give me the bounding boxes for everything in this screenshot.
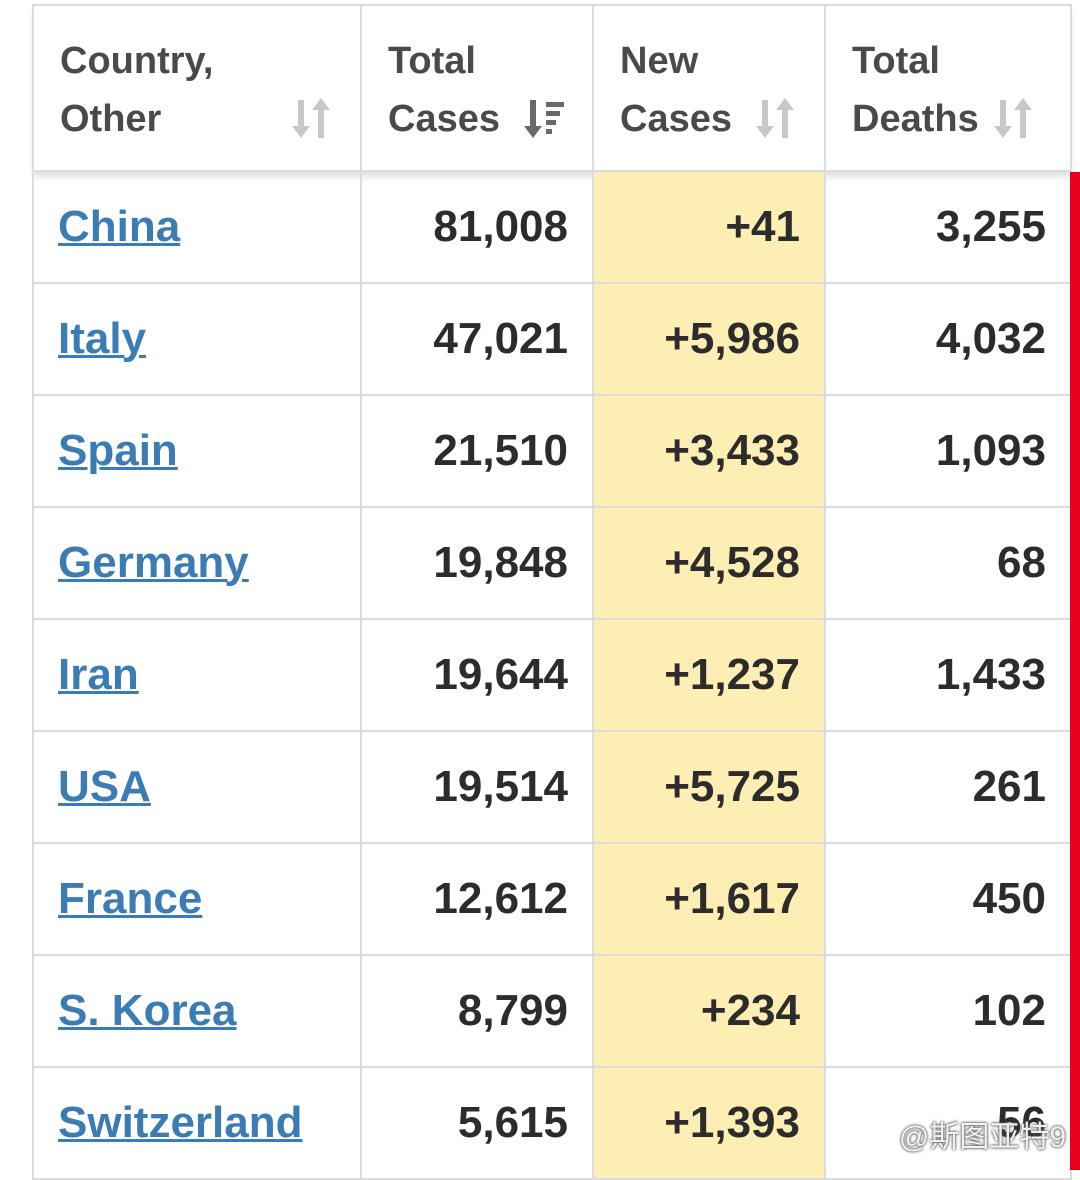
country-cell: France	[32, 842, 362, 956]
total-cases-cell: 8,799	[360, 954, 594, 1068]
total-deaths-cell: 1,093	[824, 394, 1072, 508]
total-deaths-cell: 4,032	[824, 282, 1072, 396]
header-total-deaths-line2: Deaths	[852, 98, 979, 140]
country-link[interactable]: Germany	[58, 538, 249, 587]
table-row: Italy 47,021 +5,986 4,032	[32, 282, 1072, 396]
country-link[interactable]: Italy	[58, 314, 147, 363]
new-cases-cell: +1,393	[592, 1066, 826, 1180]
country-link[interactable]: Iran	[58, 650, 139, 699]
country-link[interactable]: Spain	[58, 426, 178, 475]
new-cases-cell: +1,617	[592, 842, 826, 956]
total-deaths-cell: 1,433	[824, 618, 1072, 732]
header-new-cases[interactable]: New Cases	[592, 4, 826, 172]
total-cases-cell: 21,510	[360, 394, 594, 508]
total-cases-cell: 19,848	[360, 506, 594, 620]
header-row: Country, Other Total Cases New Cases Total D…	[32, 4, 1072, 172]
sort-descending-icon[interactable]	[522, 96, 566, 140]
total-cases-cell: 47,021	[360, 282, 594, 396]
header-country-line2: Other	[60, 98, 162, 140]
country-cell: China	[32, 170, 362, 284]
new-cases-cell: +234	[592, 954, 826, 1068]
total-deaths-cell: 261	[824, 730, 1072, 844]
table-row: Germany 19,848 +4,528 68	[32, 506, 1072, 620]
table-row: Spain 21,510 +3,433 1,093	[32, 394, 1072, 508]
sort-unsorted-icon[interactable]	[290, 96, 334, 140]
total-cases-cell: 19,644	[360, 618, 594, 732]
country-cell: S. Korea	[32, 954, 362, 1068]
new-cases-cell: +3,433	[592, 394, 826, 508]
new-cases-cell: +5,986	[592, 282, 826, 396]
new-cases-cell: +5,725	[592, 730, 826, 844]
country-cell: Italy	[32, 282, 362, 396]
watermark: @斯图亚特9	[859, 1112, 1066, 1156]
country-link[interactable]: France	[58, 874, 203, 923]
country-cell: Iran	[32, 618, 362, 732]
new-cases-cell: +41	[592, 170, 826, 284]
country-cell: Germany	[32, 506, 362, 620]
country-link[interactable]: Switzerland	[58, 1098, 303, 1147]
header-total-deaths[interactable]: Total Deaths	[824, 4, 1072, 172]
left-margin	[0, 0, 32, 1170]
watermark-text: @斯图亚特9	[898, 1121, 1066, 1154]
table-row: USA 19,514 +5,725 261	[32, 730, 1072, 844]
total-cases-cell: 12,612	[360, 842, 594, 956]
total-cases-cell: 5,615	[360, 1066, 594, 1180]
table-row: S. Korea 8,799 +234 102	[32, 954, 1072, 1068]
coronavirus-cases-table: Country, Other Total Cases New Cases Total D…	[32, 4, 1072, 1180]
total-cases-cell: 19,514	[360, 730, 594, 844]
country-cell: USA	[32, 730, 362, 844]
header-country[interactable]: Country, Other	[32, 4, 362, 172]
country-cell: Spain	[32, 394, 362, 508]
total-deaths-cell: 102	[824, 954, 1072, 1068]
total-cases-cell: 81,008	[360, 170, 594, 284]
new-cases-cell: +1,237	[592, 618, 826, 732]
table-row: China 81,008 +41 3,255	[32, 170, 1072, 284]
total-deaths-cell: 56	[824, 1066, 1072, 1180]
header-total-deaths-line1: Total	[852, 40, 940, 82]
side-red-bar	[1070, 172, 1080, 1170]
total-deaths-cell: 3,255	[824, 170, 1072, 284]
sort-unsorted-icon[interactable]	[992, 96, 1036, 140]
header-country-line1: Country,	[60, 40, 214, 82]
header-total-cases[interactable]: Total Cases	[360, 4, 594, 172]
total-deaths-cell: 68	[824, 506, 1072, 620]
weibo-icon	[859, 1122, 892, 1148]
table-row: Switzerland 5,615 +1,393 56	[32, 1066, 1072, 1180]
table-row: France 12,612 +1,617 450	[32, 842, 1072, 956]
table-row: Iran 19,644 +1,237 1,433	[32, 618, 1072, 732]
header-new-cases-line2: Cases	[620, 98, 732, 140]
country-link[interactable]: China	[58, 202, 181, 251]
country-link[interactable]: USA	[58, 762, 151, 811]
sort-unsorted-icon[interactable]	[754, 96, 798, 140]
header-new-cases-line1: New	[620, 40, 699, 82]
total-deaths-cell: 450	[824, 842, 1072, 956]
header-total-cases-line1: Total	[388, 40, 476, 82]
country-cell: Switzerland	[32, 1066, 362, 1180]
country-link[interactable]: S. Korea	[58, 986, 237, 1035]
new-cases-cell: +4,528	[592, 506, 826, 620]
header-total-cases-line2: Cases	[388, 98, 500, 140]
